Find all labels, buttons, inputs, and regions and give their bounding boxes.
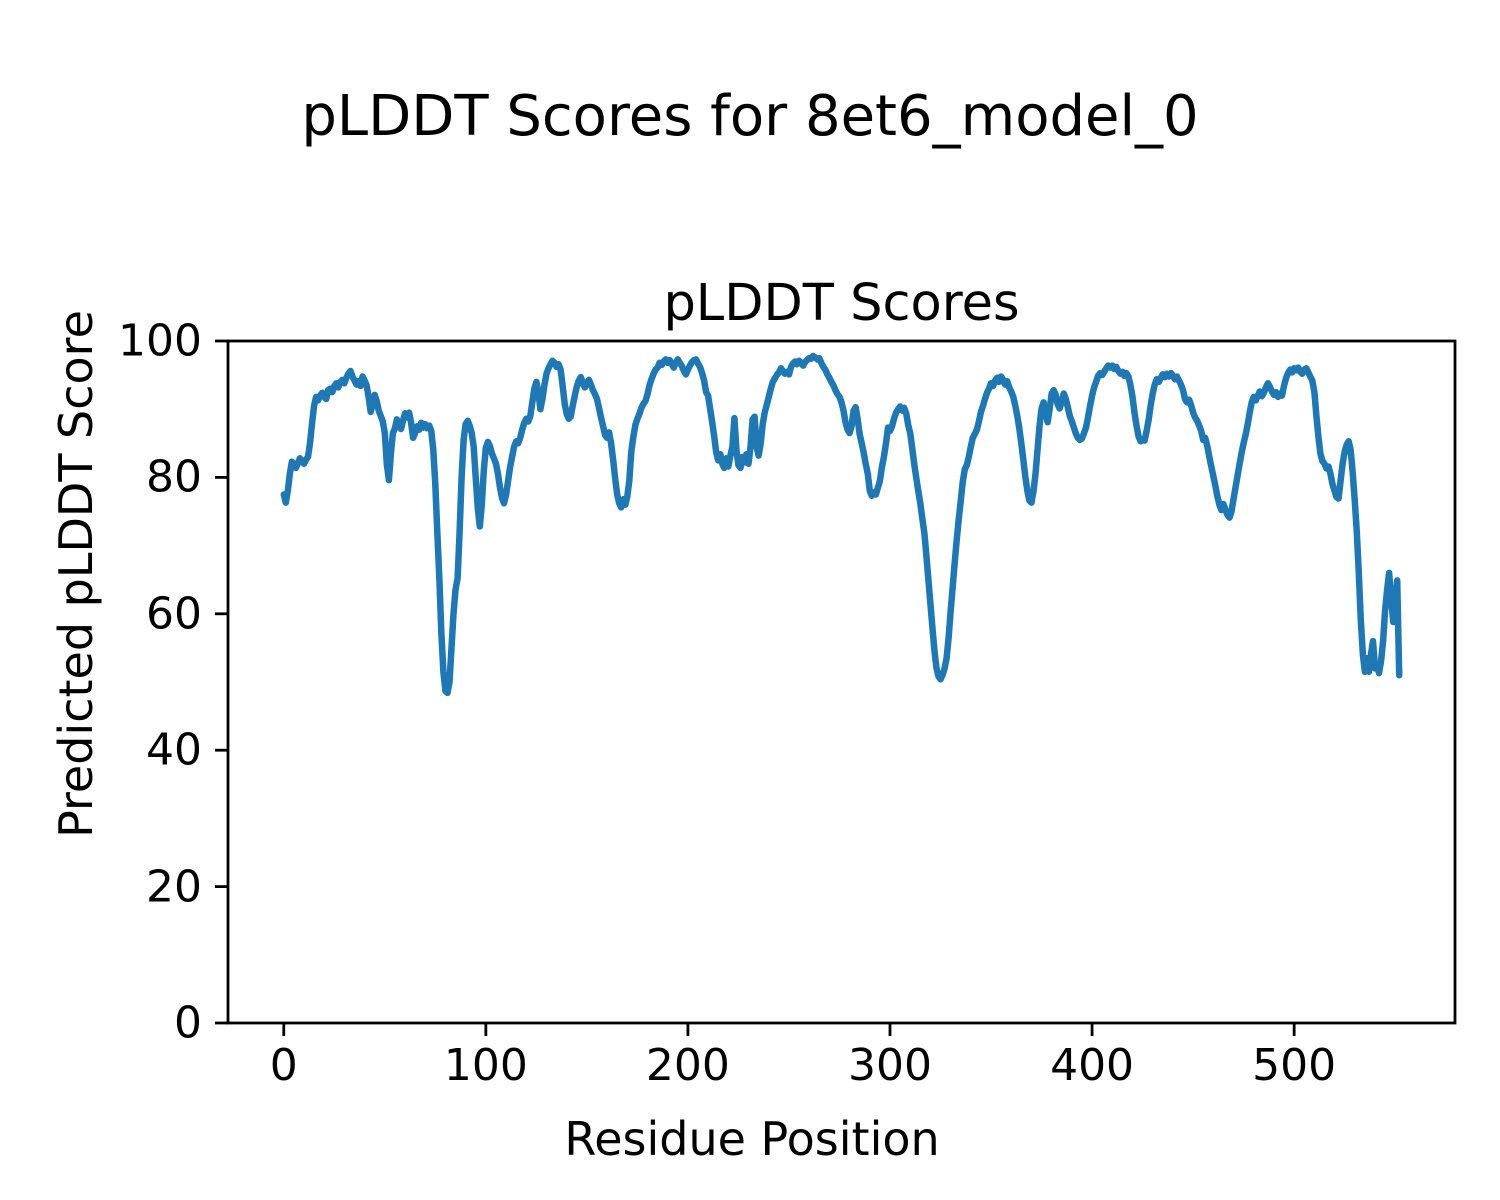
y-tick-label: 20 (146, 861, 202, 913)
x-tick-label: 500 (1252, 1040, 1337, 1091)
plddt-line (280, 352, 1403, 697)
y-tick-label: 40 (146, 724, 202, 776)
y-tick-label: 60 (146, 588, 202, 640)
figure-title: pLDDT Scores for 8et6_model_0 (301, 84, 1199, 149)
x-tick-label: 100 (443, 1040, 528, 1091)
x-tick-label: 300 (847, 1040, 932, 1091)
axes-frame (226, 339, 1457, 1025)
y-tick-label: 0 (174, 997, 202, 1049)
x-tick-label: 0 (269, 1040, 298, 1091)
x-tick-label: 400 (1050, 1040, 1135, 1091)
x-axis-label: Residue Position (564, 1112, 940, 1166)
x-tick-label: 200 (645, 1040, 730, 1091)
y-tick-label: 100 (118, 315, 202, 367)
axes-title: pLDDT Scores (663, 274, 1020, 333)
y-tick-label: 80 (146, 451, 202, 503)
